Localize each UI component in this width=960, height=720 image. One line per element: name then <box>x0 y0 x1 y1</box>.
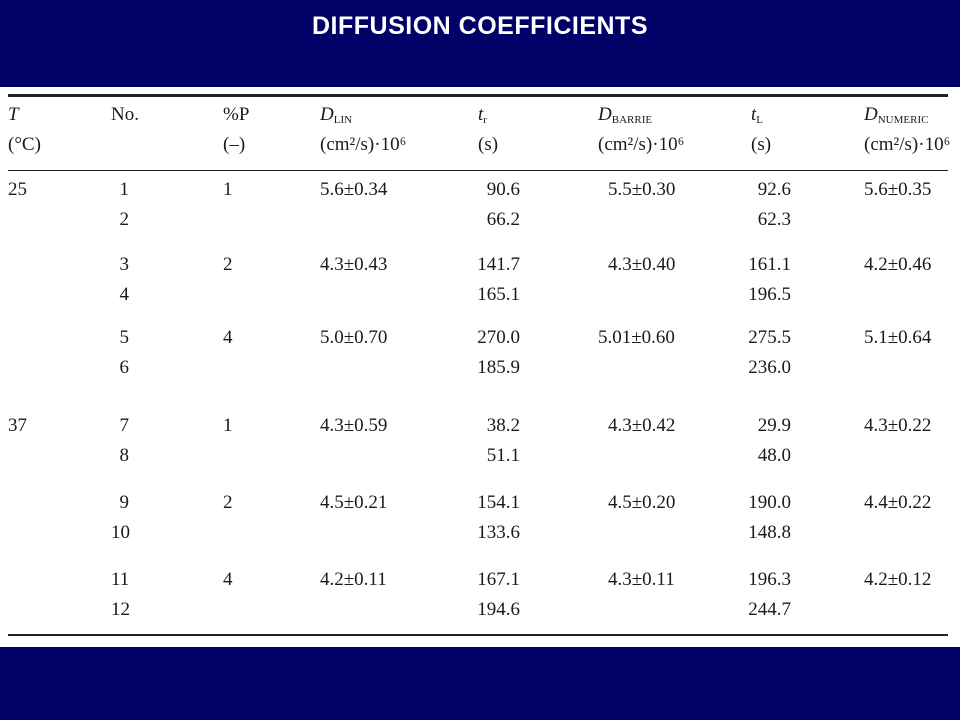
cell-percent-p: 1 <box>223 415 233 436</box>
cell-percent-p: 2 <box>223 254 233 275</box>
cell-run-number: 7 <box>119 415 130 436</box>
cell-d-barrie: 4.3±0.11 <box>608 569 675 590</box>
cell-t-r: 90.6 <box>486 179 520 200</box>
cell-d-barrie: 4.5±0.20 <box>608 492 676 513</box>
cell-t-r: 51.1 <box>486 445 520 466</box>
cell-t-l: 236.0 <box>748 357 791 378</box>
cell-d-barrie: 4.3±0.40 <box>608 254 676 275</box>
cell-t-l: 161.1 <box>748 254 791 275</box>
cell-run-number: 2 <box>119 209 130 230</box>
cell-t-r: 167.1 <box>477 569 520 590</box>
table-header-rule <box>8 170 948 171</box>
column-unit: (cm²/s)·10⁶ <box>598 134 685 155</box>
cell-percent-p: 2 <box>223 492 233 513</box>
cell-t-r: 133.6 <box>477 522 520 543</box>
column-header: DLIN <box>320 104 353 126</box>
column-unit: (cm²/s)·10⁶ <box>864 134 951 155</box>
cell-run-number: 6 <box>119 357 130 378</box>
cell-t-l: 148.8 <box>748 522 791 543</box>
cell-run-number: 1 <box>119 179 130 200</box>
cell-t-r: 185.9 <box>477 357 520 378</box>
cell-run-number: 9 <box>119 492 130 513</box>
cell-d-barrie: 5.5±0.30 <box>608 179 676 200</box>
column-unit: (s) <box>751 134 772 155</box>
cell-t-r: 194.6 <box>477 599 520 620</box>
cell-t-l: 244.7 <box>748 599 791 620</box>
column-unit: (–) <box>223 134 246 155</box>
cell-d-numeric: 4.4±0.22 <box>864 492 932 513</box>
table-top-rule <box>8 94 948 97</box>
cell-t-r: 270.0 <box>477 327 520 348</box>
cell-d-lin: 4.3±0.59 <box>320 415 388 436</box>
column-unit: (°C) <box>8 134 41 155</box>
cell-percent-p: 4 <box>223 327 233 348</box>
column-header: T <box>8 104 19 125</box>
cell-t-l: 190.0 <box>748 492 791 513</box>
cell-d-numeric: 5.1±0.64 <box>864 327 932 348</box>
column-header: %P <box>223 104 250 125</box>
cell-t-r: 141.7 <box>477 254 520 275</box>
cell-run-number: 5 <box>119 327 130 348</box>
cell-t-l: 48.0 <box>757 445 791 466</box>
cell-t-l: 92.6 <box>757 179 791 200</box>
cell-d-numeric: 4.3±0.22 <box>864 415 932 436</box>
slide-title: DIFFUSION COEFFICIENTS <box>312 12 648 40</box>
cell-d-lin: 4.3±0.43 <box>320 254 388 275</box>
cell-d-barrie: 4.3±0.42 <box>608 415 676 436</box>
column-header: DBARRIE <box>598 104 653 126</box>
column-header: No. <box>111 104 139 125</box>
cell-t-r: 154.1 <box>477 492 520 513</box>
cell-run-number: 8 <box>119 445 130 466</box>
cell-run-number: 12 <box>111 599 130 620</box>
cell-run-number: 11 <box>111 569 130 590</box>
cell-percent-p: 4 <box>223 569 233 590</box>
cell-d-numeric: 4.2±0.12 <box>864 569 932 590</box>
cell-temperature: 25 <box>8 179 27 200</box>
cell-percent-p: 1 <box>223 179 233 200</box>
cell-t-l: 62.3 <box>757 209 791 230</box>
cell-d-lin: 5.0±0.70 <box>320 327 388 348</box>
cell-t-r: 66.2 <box>486 209 520 230</box>
cell-d-lin: 5.6±0.34 <box>320 179 388 200</box>
column-unit: (cm²/s)·10⁶ <box>320 134 407 155</box>
column-header: tr <box>478 104 487 126</box>
column-header: DNUMERIC <box>864 104 929 126</box>
column-header: tL <box>751 104 764 126</box>
cell-d-numeric: 5.6±0.35 <box>864 179 932 200</box>
cell-d-barrie: 5.01±0.60 <box>598 327 675 348</box>
cell-run-number: 10 <box>111 522 130 543</box>
cell-t-l: 275.5 <box>748 327 791 348</box>
table-bottom-rule <box>8 634 948 636</box>
cell-d-lin: 4.5±0.21 <box>320 492 388 513</box>
cell-t-l: 196.5 <box>748 284 791 305</box>
cell-t-r: 165.1 <box>477 284 520 305</box>
cell-d-lin: 4.2±0.11 <box>320 569 387 590</box>
cell-t-l: 196.3 <box>748 569 791 590</box>
cell-t-l: 29.9 <box>757 415 791 436</box>
column-unit: (s) <box>478 134 499 155</box>
cell-run-number: 3 <box>119 254 130 275</box>
cell-temperature: 37 <box>8 415 27 436</box>
cell-d-numeric: 4.2±0.46 <box>864 254 932 275</box>
cell-run-number: 4 <box>119 284 130 305</box>
table-panel: T (°C) No. %P (–) DLIN (cm²/s)·10⁶ tr (s) DBARRIE… <box>0 87 960 647</box>
cell-t-r: 38.2 <box>486 415 520 436</box>
